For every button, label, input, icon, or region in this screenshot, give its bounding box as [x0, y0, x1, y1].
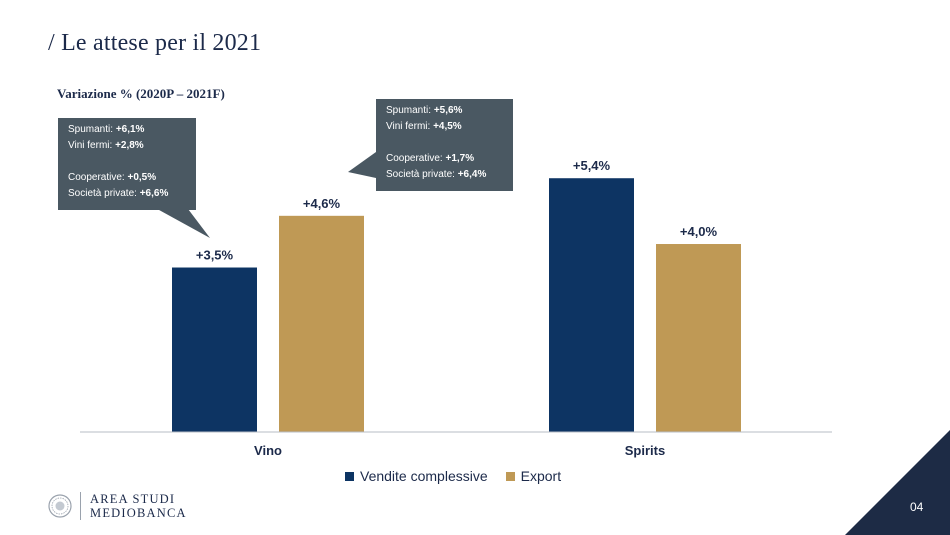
callout-vino-vendite-line: Vini fermi: +2,8%: [68, 138, 196, 154]
data-label-spirits-export: +4,0%: [680, 224, 718, 239]
callout-vino-vendite-line: Spumanti: +6,1%: [68, 122, 196, 138]
callout-pointer: [150, 205, 210, 238]
chart-subtitle: Variazione % (2020P – 2021F): [57, 86, 225, 101]
callout-vino-export-spacer: [386, 135, 513, 151]
data-label-spirits-vendite: +5,4%: [573, 158, 611, 173]
callout-vino-export-value: +1,7%: [445, 153, 475, 164]
callout-vino-vendite-value: +6,6%: [139, 188, 169, 199]
callout-vino-vendite-label: Società private:: [68, 188, 140, 199]
callout-vino-export-value: +5,6%: [433, 105, 463, 116]
corner-decoration: [845, 430, 950, 535]
callout-vino-export-line: Cooperative: +1,7%: [386, 151, 513, 167]
legend-swatch-export: [505, 471, 515, 481]
logo-text: AREA STUDI MEDIOBANCA: [90, 492, 187, 520]
bar-spirits-vendite: [549, 178, 634, 432]
callout-pointer: [348, 152, 376, 178]
callout-vino-export-value: +4,5%: [433, 121, 462, 132]
bar-vino-export: [279, 215, 364, 432]
callout-vino-export-label: Vini fermi:: [386, 121, 434, 132]
callout-vino-export-value: +6,4%: [457, 169, 487, 180]
seal-icon: [48, 494, 72, 518]
callout-vino-export-line: Spumanti: +5,6%: [386, 103, 513, 119]
logo-line-2: MEDIOBANCA: [90, 506, 187, 520]
legend-swatch-vendite: [345, 471, 354, 481]
callout-vino-export-line: Vini fermi: +4,5%: [386, 119, 513, 135]
callout-vino-vendite-line: Società private: +6,6%: [68, 186, 196, 202]
logo: AREA STUDI MEDIOBANCA: [48, 492, 187, 520]
category-label-vino: Vino: [254, 443, 282, 458]
page-number: 04: [910, 500, 924, 514]
callout-vino-export: Spumanti: +5,6% Vini fermi: +4,5% Cooperat…: [376, 99, 513, 191]
legend-item-export: Export: [505, 468, 562, 484]
chart-legend: Vendite complessive Export: [345, 468, 561, 484]
logo-line-1: AREA STUDI: [90, 492, 176, 506]
callout-vino-vendite-spacer: [68, 154, 196, 170]
legend-label-export: Export: [520, 468, 562, 484]
bar-vino-vendite: [172, 267, 257, 432]
callout-vino-vendite-label: Vini fermi:: [68, 140, 116, 151]
callout-vino-export-label: Spumanti:: [386, 105, 434, 116]
callout-vino-export-label: Società private:: [386, 169, 458, 180]
legend-item-vendite: Vendite complessive: [345, 468, 488, 484]
legend-label-vendite: Vendite complessive: [360, 468, 488, 484]
callout-vino-vendite: Spumanti: +6,1% Vini fermi: +2,8% Cooperat…: [58, 118, 196, 210]
page-title: / Le attese per il 2021: [48, 30, 262, 56]
callout-vino-export-line: Società private: +6,4%: [386, 167, 513, 183]
callout-vino-vendite-value: +6,1%: [115, 124, 145, 135]
callout-vino-vendite-label: Cooperative:: [68, 172, 128, 183]
data-label-vino-vendite: +3,5%: [196, 248, 234, 263]
callout-vino-vendite-line: Cooperative: +0,5%: [68, 170, 196, 186]
callout-vino-vendite-value: +0,5%: [127, 172, 157, 183]
callout-vino-vendite-label: Spumanti:: [68, 124, 116, 135]
category-label-spirits: Spirits: [625, 443, 665, 458]
logo-separator: [80, 492, 81, 520]
callout-vino-vendite-value: +2,8%: [115, 140, 144, 151]
bar-spirits-export: [656, 244, 741, 432]
callout-vino-export-label: Cooperative:: [386, 153, 446, 164]
data-label-vino-export: +4,6%: [303, 196, 341, 211]
